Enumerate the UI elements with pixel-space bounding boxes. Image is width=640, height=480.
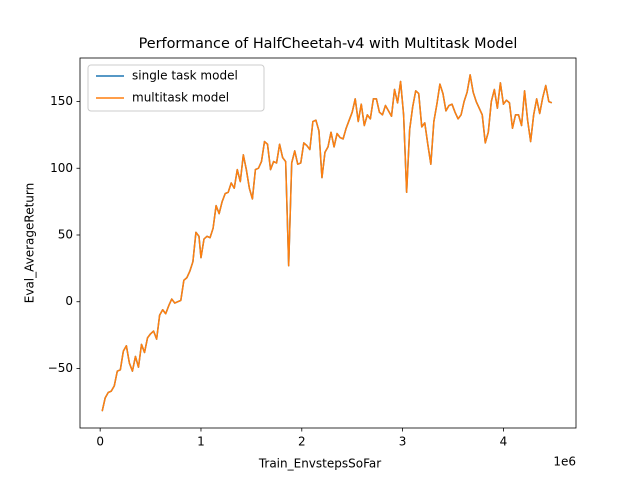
y-tick-label: −50 [48,361,73,375]
plot-frame [79,57,577,429]
legend-box [87,64,265,112]
x-axis-label: Train_EnvstepsSoFar [258,457,381,471]
chart-title: Performance of HalfCheetah-v4 with Multi… [139,36,518,52]
y-tick-label: 50 [58,227,73,241]
legend-label: multitask model [132,91,229,105]
y-tick-label: 150 [50,94,73,108]
y-tick-label: 100 [50,161,73,175]
x-tick-label: 0 [96,435,104,449]
x-tick-label: 1 [197,435,205,449]
x-tick-label: 3 [399,435,407,449]
x-offset-label: 1e6 [553,455,576,469]
y-axis-label: Eval_AverageReturn [23,183,37,303]
legend-label: single task model [132,69,238,83]
series-line [101,74,553,412]
x-tick-label: 2 [298,435,306,449]
x-tick-label: 4 [500,435,508,449]
y-tick-label: 0 [65,294,73,308]
